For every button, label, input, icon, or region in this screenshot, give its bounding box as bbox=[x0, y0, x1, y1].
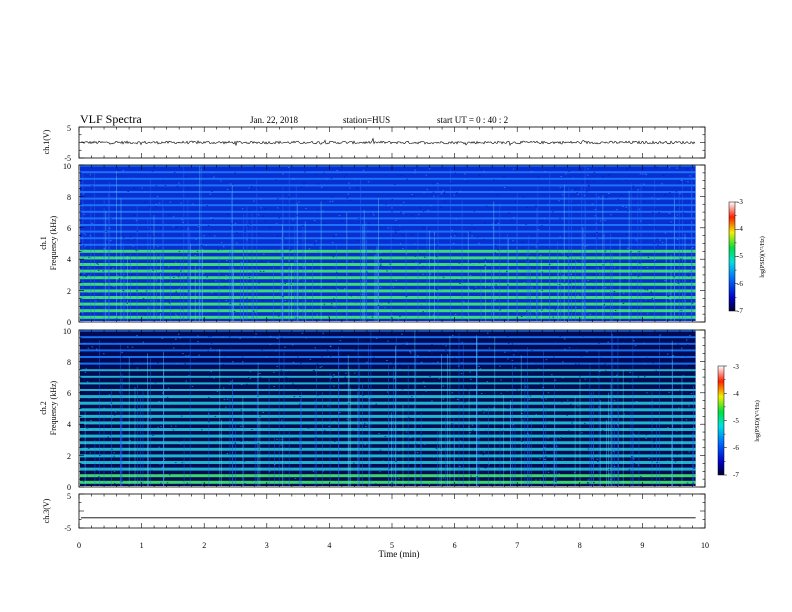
ch1-spec-ytick: 10 bbox=[63, 162, 71, 171]
ch1-spectrogram-ticks bbox=[78, 164, 706, 323]
ch1-ytick-bottom: -5 bbox=[64, 154, 71, 163]
ch3-panel-ticks bbox=[78, 493, 706, 529]
ch2-spectrogram-image bbox=[79, 329, 705, 487]
ch1-colorbar bbox=[728, 201, 736, 312]
ch1-spectrogram-panel: 0 2 4 6 8 10 ch.1 Frequency (kHz) -3 -4 … bbox=[39, 162, 766, 327]
ch1-colorbar-tick: -6 bbox=[737, 280, 743, 288]
ch2-spectrogram-panel: 0 2 4 6 8 10 ch.2 Frequency (kHz) -3 -4 … bbox=[39, 327, 761, 492]
ch2-spec-ytick: 0 bbox=[67, 483, 71, 492]
ch2-spec-ytick: 8 bbox=[67, 358, 71, 367]
ch1-spec-ytick: 6 bbox=[67, 224, 71, 233]
date-label: Jan. 22, 2018 bbox=[250, 115, 298, 125]
ch1-waveform-trace bbox=[81, 137, 696, 147]
ch2-colorbar-tick: -4 bbox=[733, 390, 739, 398]
ch1-spec-ytick: 0 bbox=[67, 318, 71, 327]
ch3-ylabel: ch.3(V) bbox=[42, 498, 51, 523]
ch3-ytick-bottom: -5 bbox=[64, 524, 71, 533]
ch2-spec-ylabel: Frequency (kHz) bbox=[49, 380, 58, 435]
x-tick-label: 2 bbox=[202, 541, 206, 550]
ch1-spec-ytick: 8 bbox=[67, 193, 71, 202]
ch1-colorbar-ticks bbox=[735, 201, 738, 312]
ch1-colorbar-tick: -4 bbox=[737, 225, 743, 233]
ch2-colorbar-label: log(PSD)(V²/Hz) bbox=[754, 400, 761, 441]
ch2-colorbar-ticks bbox=[724, 365, 727, 476]
ch1-ylabel: ch.1(V) bbox=[42, 129, 51, 154]
figure-title: VLF Spectra bbox=[80, 112, 142, 126]
ch2-colorbar-tick: -7 bbox=[733, 471, 739, 479]
x-axis-tick-labels: 0 1 2 3 4 5 6 7 8 9 10 bbox=[77, 541, 709, 550]
x-tick-label: 6 bbox=[453, 541, 457, 550]
ch2-spec-channel-label: ch.2 bbox=[39, 401, 48, 415]
ch2-spec-ytick: 10 bbox=[63, 327, 71, 336]
x-tick-label: 4 bbox=[327, 541, 331, 550]
station-label: station=HUS bbox=[343, 115, 390, 125]
ch2-spec-ytick: 4 bbox=[67, 420, 71, 429]
start-time-label: start UT = 0 : 40 : 2 bbox=[437, 115, 508, 125]
ch1-ytick-top: 5 bbox=[67, 124, 71, 133]
x-axis-label: Time (min) bbox=[379, 549, 420, 559]
ch1-spec-ytick: 4 bbox=[67, 255, 71, 264]
ch2-spec-ytick: 2 bbox=[67, 452, 71, 461]
ch1-spectrogram-ytick-labels: 0 2 4 6 8 10 bbox=[63, 162, 71, 327]
ch2-spec-ytick: 6 bbox=[67, 389, 71, 398]
ch2-colorbar-tick: -5 bbox=[733, 417, 739, 425]
ch1-colorbar-label: log(PSD)(V²/Hz) bbox=[759, 236, 766, 277]
ch3-waveform-panel: 5 -5 ch.3(V) bbox=[42, 492, 706, 533]
ch1-colorbar-tick: -7 bbox=[737, 307, 743, 315]
x-tick-label: 1 bbox=[140, 541, 144, 550]
ch2-spectrogram-ytick-labels: 0 2 4 6 8 10 bbox=[63, 327, 71, 492]
ch1-spectrogram-image bbox=[79, 164, 705, 322]
x-tick-label: 10 bbox=[701, 541, 709, 550]
x-tick-label: 0 bbox=[77, 541, 81, 550]
ch2-colorbar bbox=[717, 365, 725, 476]
ch1-spec-channel-label: ch.1 bbox=[39, 236, 48, 250]
ch1-waveform-panel: 5 -5 ch.1(V) bbox=[42, 124, 706, 163]
ch1-panel-ticks bbox=[78, 126, 706, 159]
x-tick-label: 8 bbox=[578, 541, 582, 550]
ch2-colorbar-tick: -3 bbox=[733, 363, 739, 371]
ch2-colorbar-tick: -6 bbox=[733, 444, 739, 452]
ch1-colorbar-tick: -3 bbox=[737, 198, 743, 206]
ch1-spec-ylabel: Frequency (kHz) bbox=[49, 215, 58, 270]
ch1-spec-ytick: 2 bbox=[67, 287, 71, 296]
ch2-spectrogram-ticks bbox=[78, 329, 706, 488]
x-tick-label: 5 bbox=[390, 541, 394, 550]
x-tick-label: 9 bbox=[640, 541, 644, 550]
ch1-colorbar-tick: -5 bbox=[737, 252, 743, 260]
x-tick-label: 7 bbox=[515, 541, 519, 550]
ch3-ytick-top: 5 bbox=[67, 492, 71, 501]
x-tick-label: 3 bbox=[265, 541, 269, 550]
